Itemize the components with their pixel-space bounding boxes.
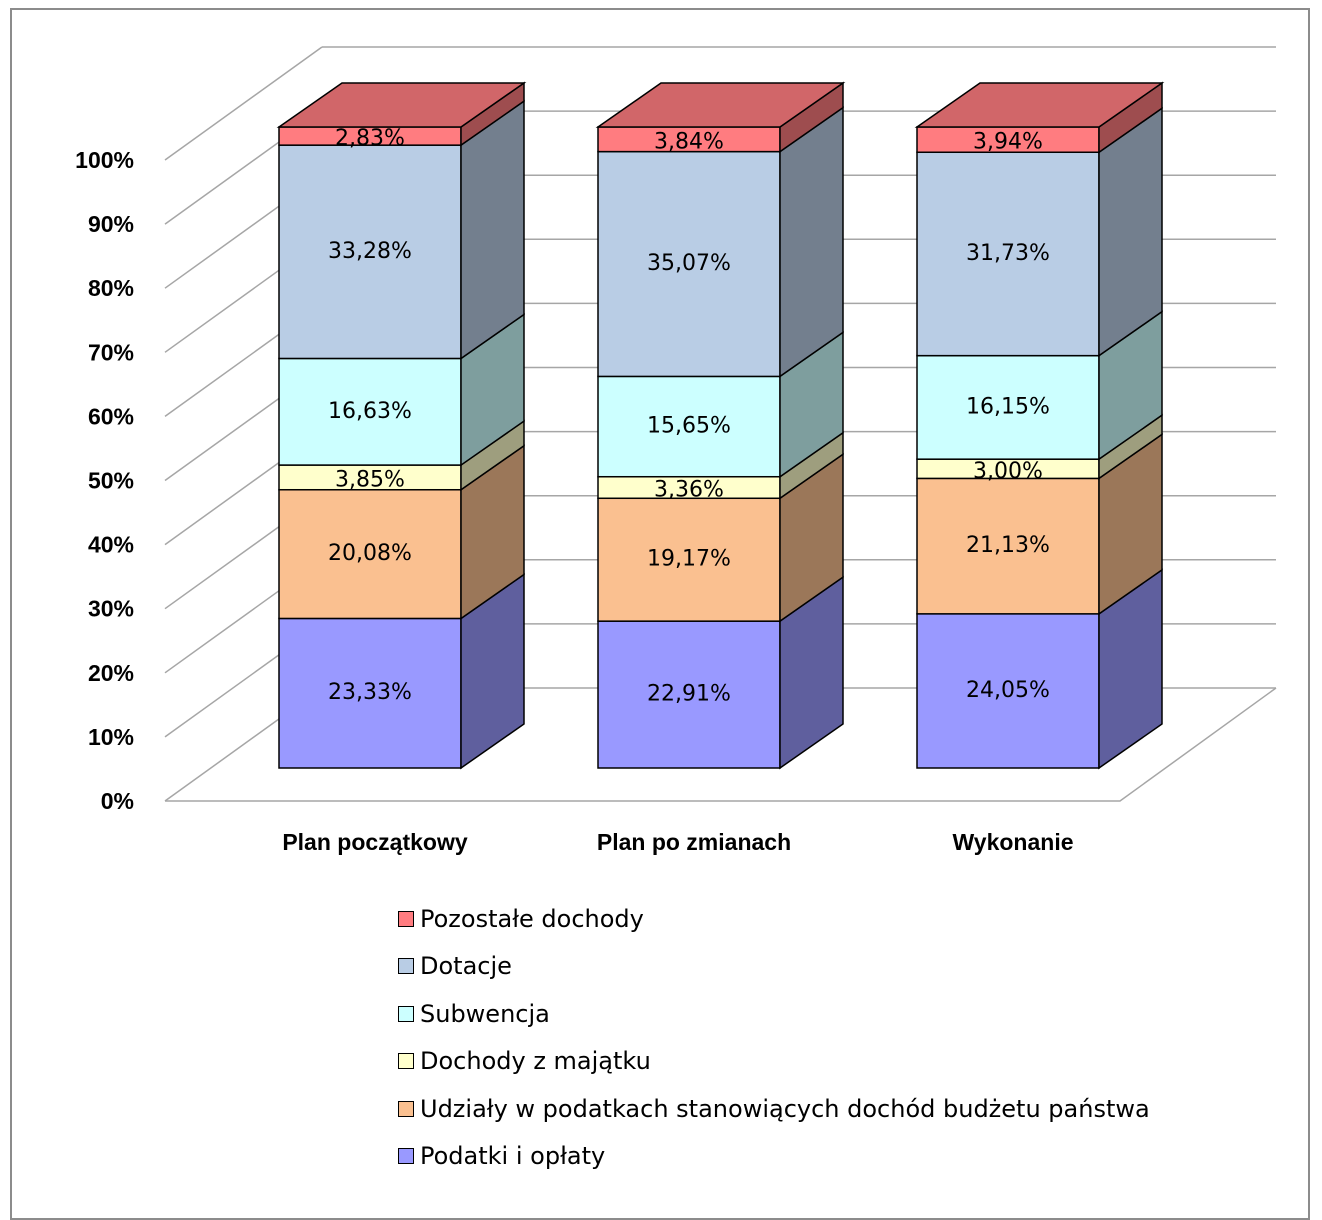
y-tick-label: 30%	[88, 596, 134, 622]
bar-top	[595, 82, 846, 128]
bar-segment	[916, 126, 1100, 154]
legend-swatch	[398, 1100, 414, 1117]
data-label: 15,65%	[647, 414, 731, 439]
data-label: 20,08%	[328, 541, 412, 566]
category-label: Plan początkowy	[282, 829, 468, 855]
legend-label: Dochody z majątku	[420, 1047, 651, 1076]
y-tick-label: 100%	[75, 147, 134, 173]
y-tick-label: 20%	[88, 660, 134, 686]
legend-swatch	[398, 1148, 414, 1165]
y-tick-label: 70%	[88, 339, 134, 365]
gridline-side	[164, 46, 323, 161]
legend-label: Udziały w podatkach stanowiących dochód …	[420, 1094, 1150, 1123]
data-label: 22,91%	[647, 682, 731, 707]
data-label: 19,17%	[647, 547, 731, 572]
data-label: 3,00%	[973, 459, 1043, 484]
bar-segment	[597, 497, 781, 622]
bar-segment	[278, 617, 462, 769]
legend-item: Udziały w podatkach stanowiących dochód …	[398, 1085, 1150, 1133]
legend-label: Subwencja	[420, 999, 550, 1028]
legend-item: Subwencja	[398, 990, 1150, 1038]
bar-segment	[597, 375, 781, 478]
data-label: 24,05%	[966, 678, 1050, 703]
chart-legend: Pozostałe dochody Dotacje Subwencja Dochody…	[398, 895, 1150, 1180]
data-label: 23,33%	[328, 680, 412, 705]
category-label: Wykonanie	[953, 829, 1074, 855]
y-tick-label: 0%	[101, 788, 134, 814]
legend-swatch	[398, 958, 414, 975]
data-label: 21,13%	[966, 533, 1050, 558]
legend-swatch	[398, 1053, 414, 1070]
bar-segment-side	[460, 99, 525, 360]
bar-segment	[916, 477, 1100, 615]
y-tick-label: 90%	[88, 211, 134, 237]
chart-floor	[165, 687, 1277, 802]
bar-segment	[597, 620, 781, 769]
data-label: 3,36%	[654, 477, 724, 502]
y-tick-label: 40%	[88, 532, 134, 558]
bar-segment	[597, 150, 781, 378]
data-label: 3,85%	[335, 467, 405, 492]
legend-item: Podatki i opłaty	[398, 1133, 1150, 1181]
y-tick-label: 50%	[88, 468, 134, 494]
data-label: 16,15%	[966, 394, 1050, 419]
data-label: 35,07%	[647, 251, 731, 276]
y-tick-label: 10%	[88, 724, 134, 750]
bar-segment	[916, 354, 1100, 460]
legend-item: Dochody z majątku	[398, 1038, 1150, 1086]
category-label: Plan po zmianach	[597, 829, 791, 855]
y-tick-label: 80%	[88, 275, 134, 301]
legend-label: Pozostałe dochody	[420, 904, 644, 933]
bar-segment	[916, 151, 1100, 357]
data-label: 3,94%	[973, 130, 1043, 155]
legend-item: Pozostałe dochody	[398, 895, 1150, 943]
y-tick-label: 60%	[88, 403, 134, 429]
bar-segment	[278, 488, 462, 620]
data-label: 31,73%	[966, 241, 1050, 266]
legend-label: Dotacje	[420, 952, 512, 981]
data-label: 2,83%	[335, 126, 405, 151]
legend-swatch	[398, 910, 414, 927]
bar-segment-side	[779, 106, 844, 378]
legend-label: Podatki i opłaty	[420, 1142, 606, 1171]
data-label: 33,28%	[328, 239, 412, 264]
bar-top	[276, 82, 527, 128]
bar-top	[914, 82, 1165, 128]
legend-swatch	[398, 1005, 414, 1022]
data-label: 3,84%	[654, 129, 724, 154]
data-label: 16,63%	[328, 399, 412, 424]
legend-item: Dotacje	[398, 943, 1150, 991]
